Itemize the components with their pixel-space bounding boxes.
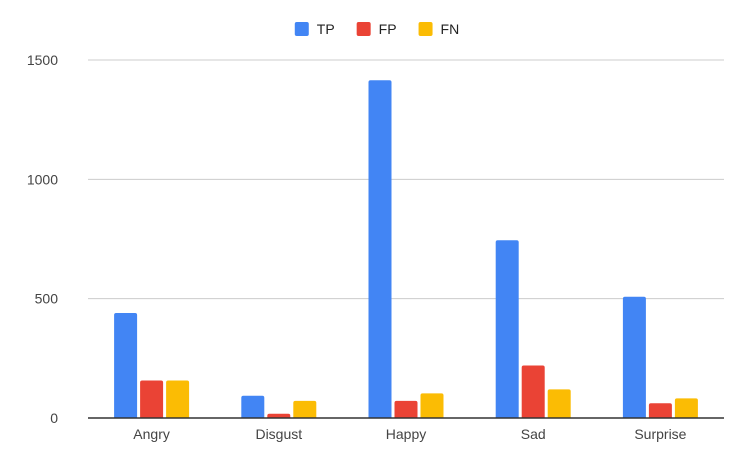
bar-fp-sad: [521, 365, 545, 418]
bar-fp-disgust: [267, 413, 291, 418]
x-tick-label: Happy: [386, 426, 426, 442]
legend-label-fp: FP: [379, 21, 397, 37]
bars: [114, 80, 698, 418]
bar-fp-happy: [394, 400, 418, 418]
bar-tp-disgust: [241, 395, 265, 418]
bar-tp-happy: [368, 80, 392, 418]
legend-swatch-tp: [294, 22, 309, 36]
legend-swatch-fp: [356, 22, 371, 36]
y-tick-label: 1000: [27, 171, 58, 187]
y-axis-ticks: 0 500 1000 1500: [27, 52, 58, 426]
x-tick-label: Sad: [521, 426, 546, 442]
bar-fn-angry: [166, 380, 190, 418]
bar-fn-disgust: [293, 400, 317, 418]
x-axis-ticks: Angry Disgust Happy Sad Surprise: [133, 426, 686, 442]
bar-tp-surprise: [622, 296, 646, 418]
bar-fp-surprise: [648, 403, 672, 418]
bar-tp-sad: [495, 240, 519, 418]
legend-swatch-fn: [418, 22, 433, 36]
y-tick-label: 500: [35, 291, 59, 307]
bar-fn-surprise: [674, 398, 698, 418]
legend: TP FP FN: [294, 21, 460, 37]
x-tick-label: Angry: [133, 426, 170, 442]
legend-label-fn: FN: [441, 21, 460, 37]
x-tick-label: Disgust: [255, 426, 302, 442]
x-tick-label: Surprise: [634, 426, 686, 442]
y-tick-label: 0: [50, 410, 58, 426]
gridlines: [88, 59, 724, 300]
bar-tp-angry: [114, 312, 138, 418]
bar-fn-sad: [547, 389, 571, 418]
bar-fn-happy: [420, 393, 444, 418]
bar-fp-angry: [140, 380, 164, 418]
y-tick-label: 1500: [27, 52, 58, 68]
legend-label-tp: TP: [317, 21, 335, 37]
